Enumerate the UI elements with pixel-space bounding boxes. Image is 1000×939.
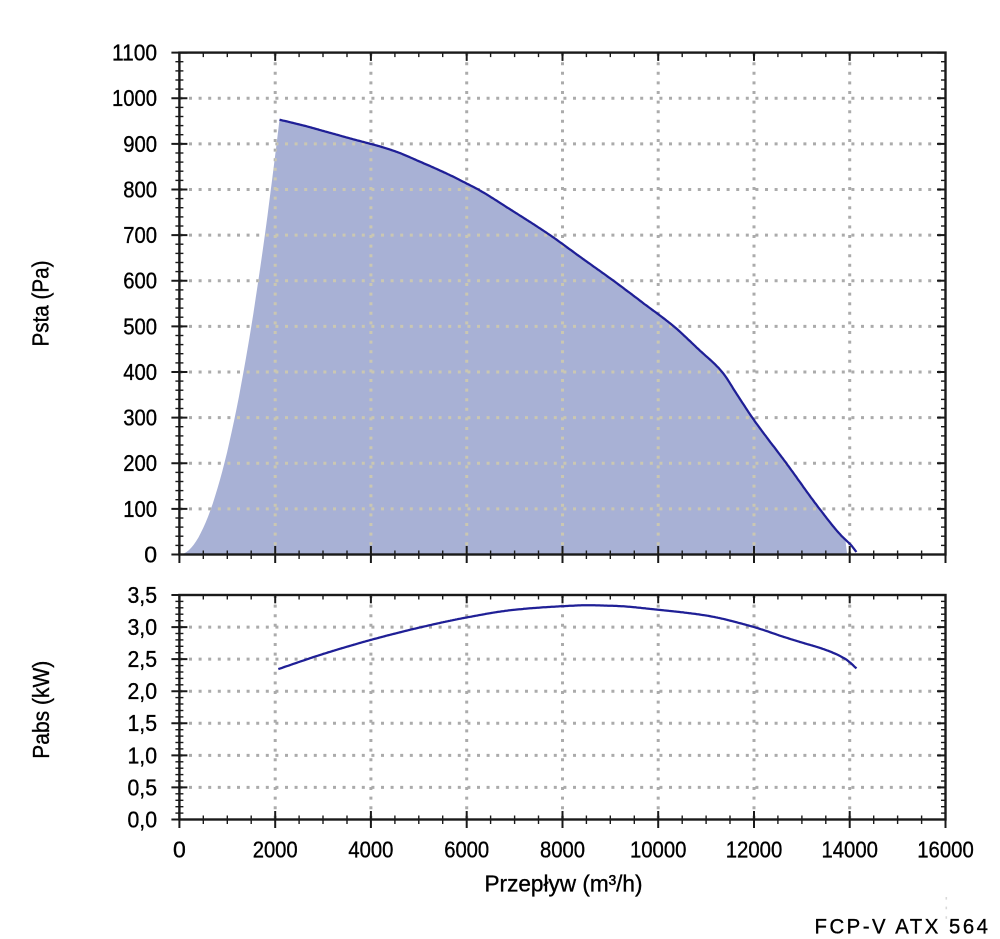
svg-text:700: 700 (123, 222, 157, 248)
svg-text:0: 0 (144, 541, 157, 567)
svg-text:4000: 4000 (348, 836, 393, 862)
svg-text:900: 900 (123, 131, 157, 157)
svg-text:0,0: 0,0 (128, 806, 158, 832)
svg-text:Psta (Pa): Psta (Pa) (28, 261, 54, 347)
svg-text:500: 500 (123, 313, 157, 339)
svg-text:400: 400 (123, 359, 157, 385)
svg-text:1,5: 1,5 (128, 710, 158, 736)
svg-text:14000: 14000 (821, 836, 878, 862)
svg-text:3,0: 3,0 (128, 614, 158, 640)
svg-text:16000: 16000 (917, 836, 974, 862)
svg-text:Przepływ (m³/h): Przepływ (m³/h) (485, 870, 643, 896)
svg-text:0,5: 0,5 (128, 774, 158, 800)
svg-text:1,0: 1,0 (128, 742, 158, 768)
svg-text:200: 200 (123, 450, 157, 476)
svg-text:Pabs (kW): Pabs (kW) (28, 661, 54, 759)
svg-text:800: 800 (123, 176, 157, 202)
svg-text:2000: 2000 (253, 836, 298, 862)
svg-text:10000: 10000 (630, 836, 687, 862)
svg-text:12000: 12000 (726, 836, 783, 862)
svg-text:100: 100 (123, 496, 157, 522)
svg-text:6000: 6000 (444, 836, 489, 862)
svg-text:8000: 8000 (540, 836, 585, 862)
svg-text:600: 600 (123, 268, 157, 294)
svg-text:0: 0 (173, 836, 186, 862)
svg-text:1100: 1100 (112, 40, 157, 66)
svg-text:2,0: 2,0 (128, 678, 158, 704)
svg-text:2,5: 2,5 (128, 646, 158, 672)
svg-text:300: 300 (123, 405, 157, 431)
svg-text:3,5: 3,5 (128, 582, 158, 608)
svg-text:1000: 1000 (112, 85, 157, 111)
svg-text:FCP-V ATX 564: FCP-V ATX 564 (815, 916, 991, 939)
